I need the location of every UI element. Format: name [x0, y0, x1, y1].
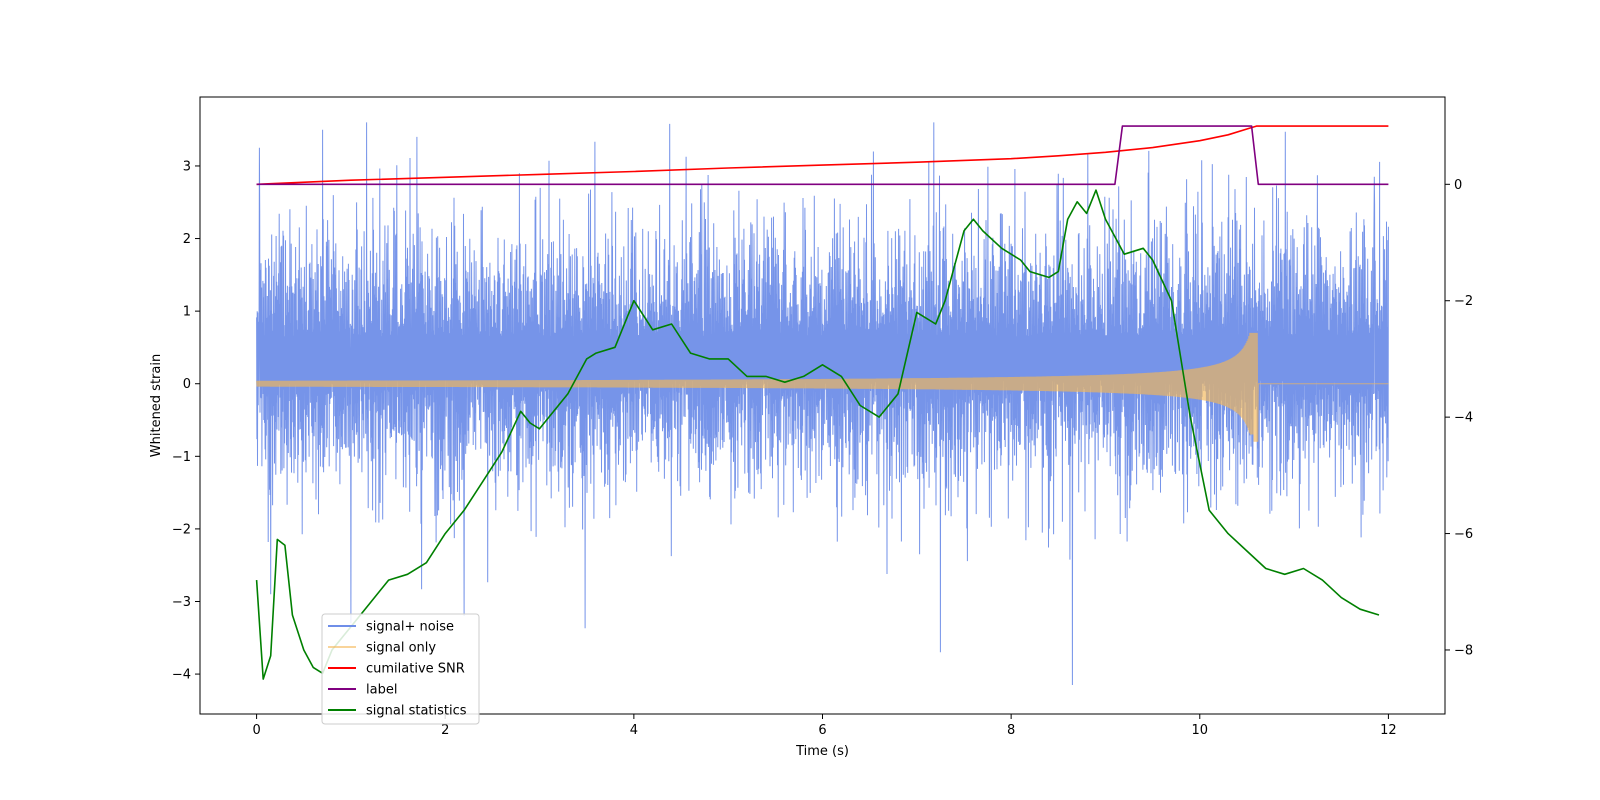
series-signal-statistics-line — [255, 189, 1380, 680]
series-signal-noise-line — [256, 122, 1389, 686]
y-right-tick-label: −6 — [1454, 527, 1473, 542]
y-left-tick-label: 1 — [183, 305, 191, 320]
series-label-line — [256, 125, 1389, 186]
y-right-tick-label: −8 — [1454, 643, 1473, 658]
y-left-tick-label: −1 — [172, 450, 191, 465]
y-left-tick-label: −4 — [172, 668, 191, 683]
x-tick-label: 10 — [1191, 723, 1208, 738]
y-left-tick-label: −3 — [172, 595, 191, 610]
y-left-tick-label: 2 — [183, 232, 191, 247]
y-left-tick-label: 3 — [183, 159, 191, 174]
y-left-tick-label: 0 — [183, 377, 191, 392]
legend-entry-label: cumilative SNR — [366, 662, 465, 677]
legend-entry-label: signal only — [366, 641, 436, 656]
y-left-tick-label: −2 — [172, 522, 191, 537]
x-tick-label: 8 — [1007, 723, 1015, 738]
legend-entry-label: signal+ noise — [366, 620, 454, 635]
y-right-tick-label: 0 — [1454, 178, 1462, 193]
x-tick-label: 4 — [630, 723, 638, 738]
y-right-tick-label: −2 — [1454, 294, 1473, 309]
legend: signal+ noise signal only cumilative SNR la… — [321, 613, 480, 725]
x-tick-label: 6 — [818, 723, 826, 738]
series-signal-only-line — [256, 332, 1389, 442]
legend-entry-label: signal statistics — [366, 704, 467, 719]
x-tick-label: 0 — [252, 723, 260, 738]
series-cumilative-snr-line — [256, 125, 1389, 186]
plot-area — [255, 122, 1389, 686]
y-right-tick-label: −4 — [1454, 411, 1473, 426]
x-tick-label: 2 — [441, 723, 449, 738]
y-axis-label-left: Whitened strain — [149, 354, 164, 457]
x-axis-label: Time (s) — [795, 744, 849, 759]
legend-box — [321, 613, 480, 725]
legend-entry-label: label — [366, 683, 397, 698]
x-tick-label: 12 — [1380, 723, 1397, 738]
